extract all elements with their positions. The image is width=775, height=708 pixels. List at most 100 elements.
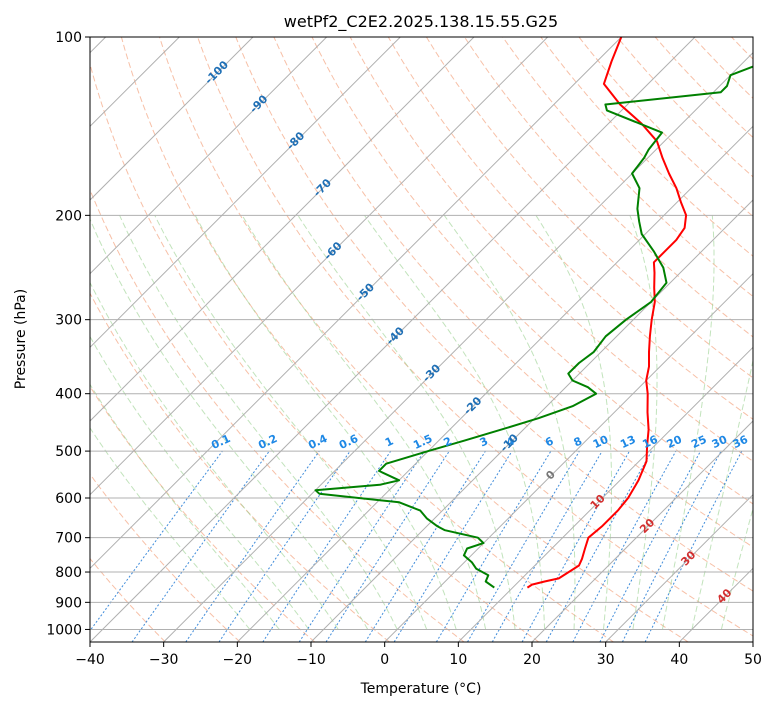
- isotherm-line: [90, 37, 401, 349]
- dry-adiabat: [159, 37, 689, 642]
- moist-adiabat: [90, 427, 251, 630]
- isotherm-line: [752, 641, 753, 642]
- y-tick-label: 600: [55, 491, 82, 507]
- isotherm-line: [90, 37, 475, 422]
- isotherm-label: -20: [461, 394, 484, 417]
- isotherm-line: [90, 37, 696, 642]
- x-tick-label: −20: [223, 652, 253, 668]
- dry-adiabat: [90, 385, 316, 642]
- mixing-ratio-line: [621, 450, 722, 642]
- dry-adiabat: [425, 37, 753, 379]
- mixing-ratio-line: [325, 450, 450, 642]
- chart-title: wetPf2_C2E2.2025.138.15.55.G25: [284, 12, 558, 32]
- mixing-ratio-line: [90, 450, 223, 632]
- isotherm-line: [90, 37, 549, 496]
- x-tick-label: 20: [523, 652, 541, 668]
- mixing-ratio-label: 25: [689, 433, 708, 451]
- mixing-ratio-label: 0.4: [306, 432, 329, 452]
- mixing-ratio-line: [521, 450, 630, 642]
- plot-frame: [89, 36, 754, 643]
- x-tick-label: 30: [597, 652, 615, 668]
- isotherm-line: [310, 199, 753, 642]
- dry-adiabat: [349, 37, 753, 462]
- isotherm-line: [457, 346, 753, 642]
- y-tick-label: 200: [55, 208, 82, 224]
- mixing-ratio-label: 36: [731, 433, 751, 451]
- x-axis-title: Temperature (°C): [360, 681, 482, 697]
- x-tick-label: −30: [149, 652, 179, 668]
- mixing-ratio-label: 13: [618, 433, 637, 451]
- mixing-ratio-label: 16: [640, 433, 660, 451]
- y-tick-label: 1000: [46, 622, 82, 638]
- mixing-ratio-label: 30: [710, 433, 730, 451]
- moist-adiabat: [241, 215, 487, 630]
- mixing-ratio-line: [218, 450, 351, 642]
- dry-adiabat: [90, 188, 465, 642]
- dry-adiabat: [90, 557, 166, 642]
- mixing-ratio-line: [467, 450, 580, 642]
- moist-adiabat: [90, 383, 280, 630]
- moist-adiabat: [720, 506, 753, 630]
- dry-adiabat: [311, 37, 753, 505]
- x-axis: −40 −30 −20 −10 0 10 20 30 40 50: [75, 642, 762, 668]
- dry-adiabat: [770, 37, 775, 642]
- x-tick-label: 0: [380, 652, 389, 668]
- moist-adiabat: [364, 215, 546, 630]
- isotherm-label: -30: [420, 361, 443, 384]
- mixing-ratio-line: [572, 450, 677, 642]
- moist-adiabat: [629, 215, 658, 630]
- dry-adiabat: [692, 37, 753, 99]
- dry-adiabat: [235, 37, 753, 592]
- moist-adiabat: [661, 215, 715, 630]
- x-tick-label: −10: [296, 652, 326, 668]
- dry-adiabat: [578, 37, 753, 218]
- isotherm-label: -80: [284, 129, 307, 152]
- moist-adiabat: [535, 215, 612, 630]
- mixing-ratio-line: [364, 450, 486, 642]
- x-tick-label: 40: [670, 652, 688, 668]
- dry-adiabat: [90, 473, 241, 642]
- moist-adiabat: [691, 358, 753, 630]
- y-tick-label: 300: [55, 313, 82, 329]
- dry-adiabat: [387, 37, 753, 420]
- dewpoint-profile: [314, 65, 753, 589]
- grid-lines: [90, 37, 753, 642]
- y-tick-label: 400: [55, 387, 82, 403]
- isotherm-line: [605, 493, 753, 642]
- series-layer: [314, 37, 753, 589]
- x-tick-label: 50: [744, 652, 762, 668]
- y-tick-label: 700: [55, 531, 82, 547]
- y-tick-label: 800: [55, 565, 82, 581]
- isotherm-line: [90, 37, 254, 201]
- mixing-ratio-label: 6: [543, 434, 556, 449]
- mixing-ratio-label: 3: [478, 434, 490, 449]
- mixing-ratio-label: 10: [591, 433, 611, 451]
- mixing-ratio-label: 1: [383, 434, 395, 449]
- moist-adiabat: [90, 281, 339, 630]
- moist-adiabat-label: 0: [543, 468, 558, 483]
- mixing-ratio-line: [393, 450, 513, 642]
- y-axis-title: Pressure (hPa): [13, 289, 29, 389]
- dry-adiabat: [273, 37, 753, 548]
- isotherm-line: [236, 125, 753, 642]
- mixing-ratio-label: 0.1: [209, 432, 232, 452]
- dry-adiabat: [654, 37, 753, 139]
- isotherm-line: [90, 37, 328, 275]
- mixing-ratio-line: [298, 450, 425, 642]
- isotherm-line: [531, 420, 753, 642]
- mixing-ratio-label: 8: [572, 434, 584, 449]
- isotherm-line: [384, 272, 753, 642]
- dry-adiabat: [90, 292, 390, 642]
- temperature-profile: [526, 37, 688, 589]
- isotherm-line: [678, 567, 753, 642]
- moist-adiabat: [90, 335, 310, 630]
- isotherm-line: [90, 37, 622, 570]
- y-axis: 100 200 300 400 500 600 700 800 900 1000: [46, 30, 90, 638]
- y-tick-label: 900: [55, 595, 82, 611]
- x-tick-label: 10: [449, 652, 467, 668]
- moist-adiabat: [154, 215, 428, 630]
- x-tick-label: −40: [75, 652, 105, 668]
- mixing-ratio-line: [644, 450, 743, 642]
- moist-adiabat: [119, 215, 398, 630]
